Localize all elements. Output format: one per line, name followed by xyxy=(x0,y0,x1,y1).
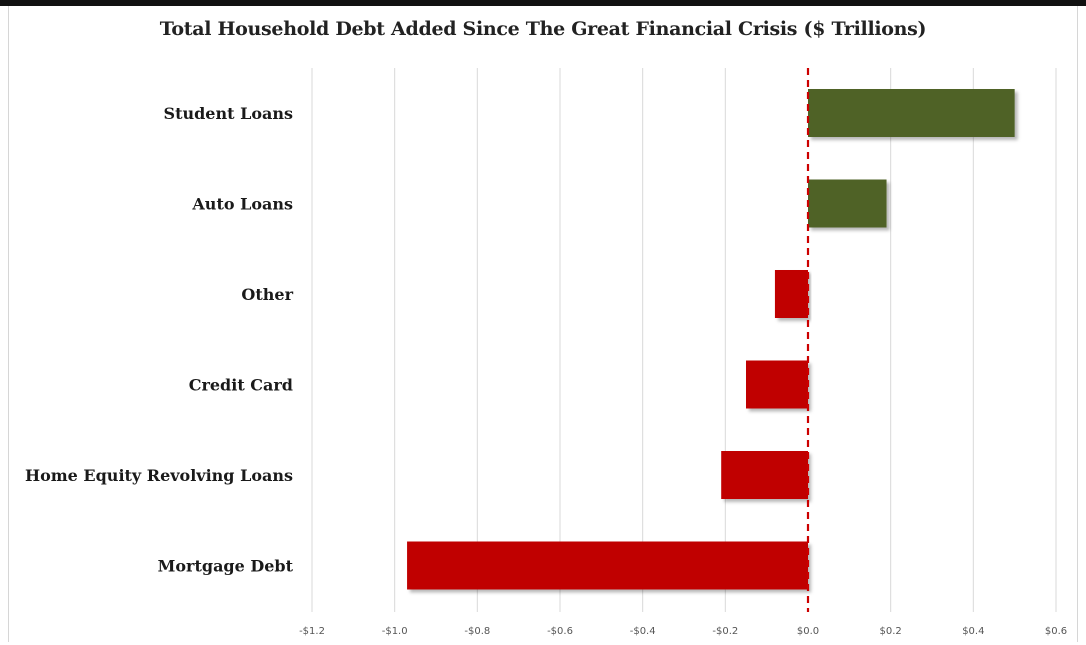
category-label: Mortgage Debt xyxy=(158,557,294,576)
x-tick-label: -$0.8 xyxy=(464,626,490,637)
x-tick-label: $0.6 xyxy=(1045,626,1067,637)
bar xyxy=(721,451,808,499)
x-tick-label: -$0.6 xyxy=(547,626,573,637)
chart-frame xyxy=(8,6,1078,642)
bar xyxy=(746,360,808,409)
category-label: Auto Loans xyxy=(191,195,293,214)
category-label: Student Loans xyxy=(164,104,293,123)
x-tick-label: $0.0 xyxy=(797,626,819,637)
category-label: Other xyxy=(241,285,293,304)
x-tick-label: -$1.0 xyxy=(382,626,408,637)
bars xyxy=(407,89,1015,590)
x-tick-label: -$0.2 xyxy=(712,626,738,637)
top-border xyxy=(0,0,1086,6)
bar xyxy=(808,89,1015,137)
x-axis-ticks: -$1.2 -$1.0 -$0.8 -$0.6 -$0.4 -$0.2 $0.0 $0.2 $0… xyxy=(299,626,1067,637)
bar xyxy=(774,270,808,318)
chart-title: Total Household Debt Added Since The Gre… xyxy=(159,18,927,40)
x-tick-label: $0.4 xyxy=(962,626,984,637)
category-label: Credit Card xyxy=(189,376,293,395)
bar xyxy=(407,541,808,590)
category-labels: Student Loans Auto Loans Other Credit Card H… xyxy=(25,104,294,576)
x-tick-label: $0.2 xyxy=(880,626,902,637)
x-tick-label: -$1.2 xyxy=(299,626,325,637)
x-tick-label: -$0.4 xyxy=(630,626,656,637)
bar xyxy=(808,179,887,228)
category-label: Home Equity Revolving Loans xyxy=(25,466,293,485)
gridlines xyxy=(311,68,1057,612)
